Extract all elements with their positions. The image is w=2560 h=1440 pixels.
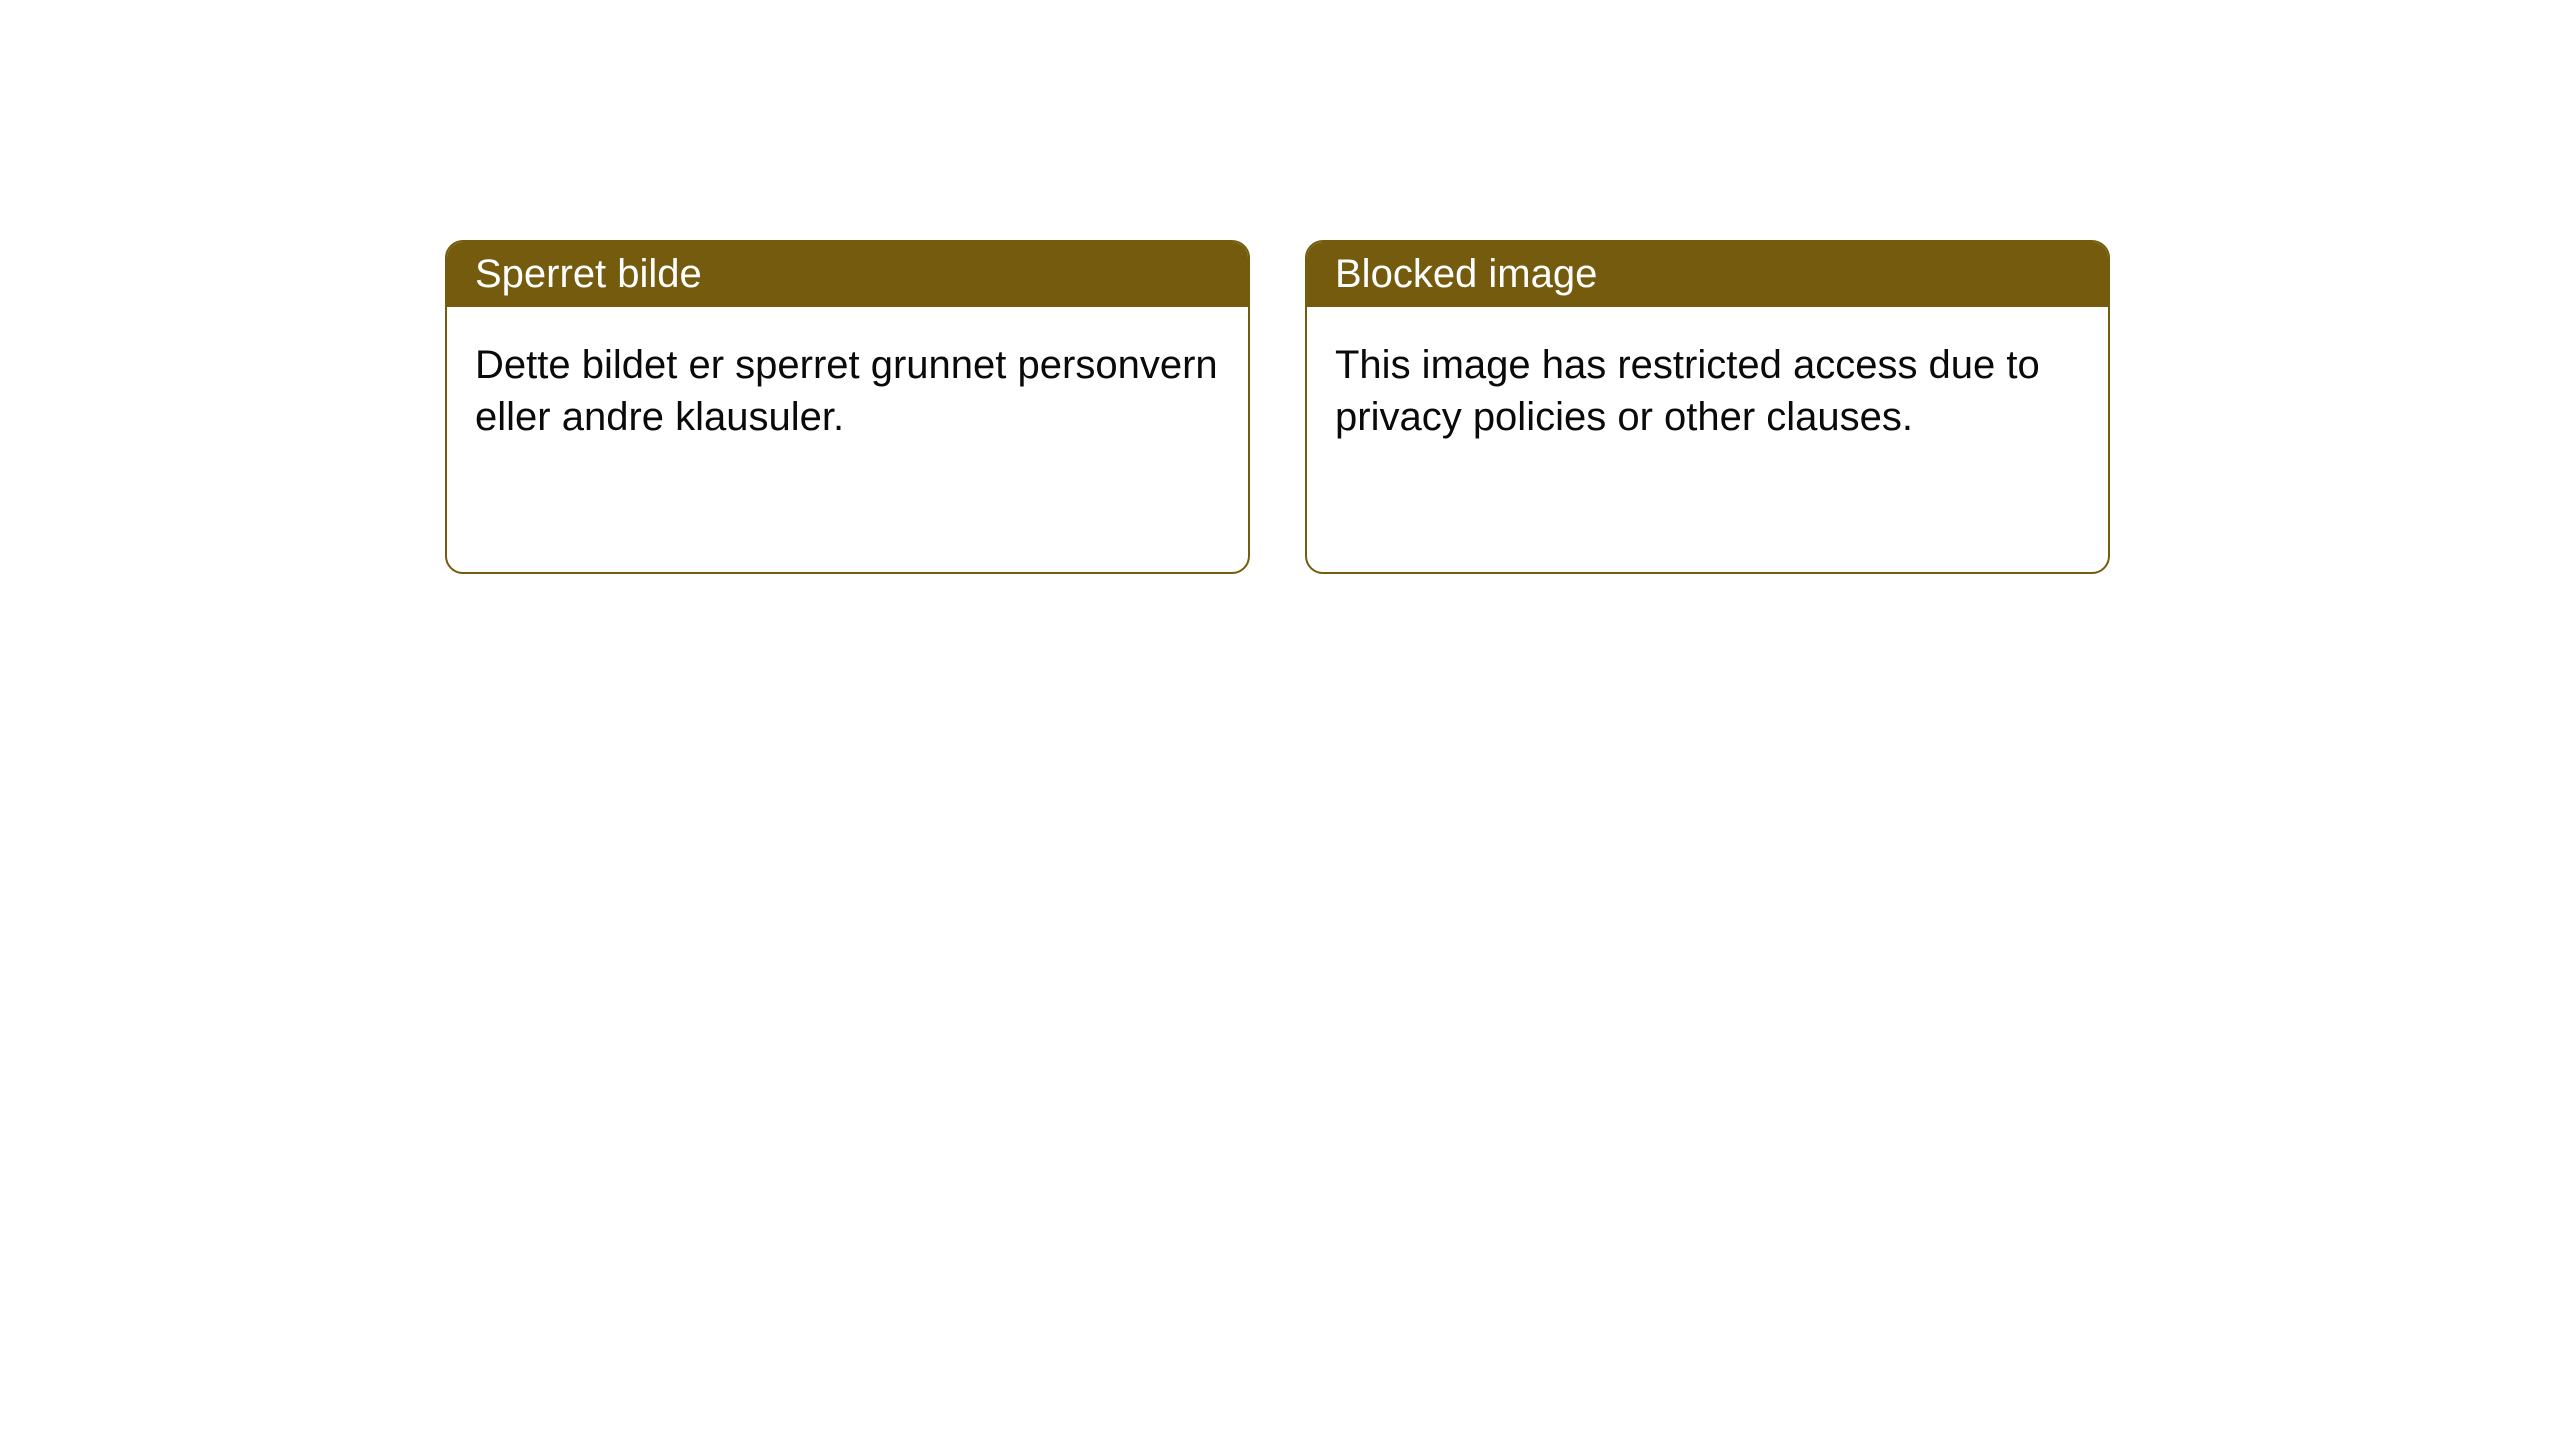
- notice-body: Dette bildet er sperret grunnet personve…: [447, 307, 1248, 475]
- notice-title: Blocked image: [1335, 252, 1597, 296]
- notice-cards-container: Sperret bilde Dette bildet er sperret gr…: [445, 240, 2110, 574]
- notice-card-english: Blocked image This image has restricted …: [1305, 240, 2110, 574]
- notice-message: Dette bildet er sperret grunnet personve…: [475, 343, 1218, 439]
- notice-header: Blocked image: [1307, 242, 2108, 307]
- notice-header: Sperret bilde: [447, 242, 1248, 307]
- notice-card-norwegian: Sperret bilde Dette bildet er sperret gr…: [445, 240, 1250, 574]
- notice-message: This image has restricted access due to …: [1335, 343, 2040, 439]
- notice-title: Sperret bilde: [475, 252, 702, 296]
- notice-body: This image has restricted access due to …: [1307, 307, 2108, 475]
